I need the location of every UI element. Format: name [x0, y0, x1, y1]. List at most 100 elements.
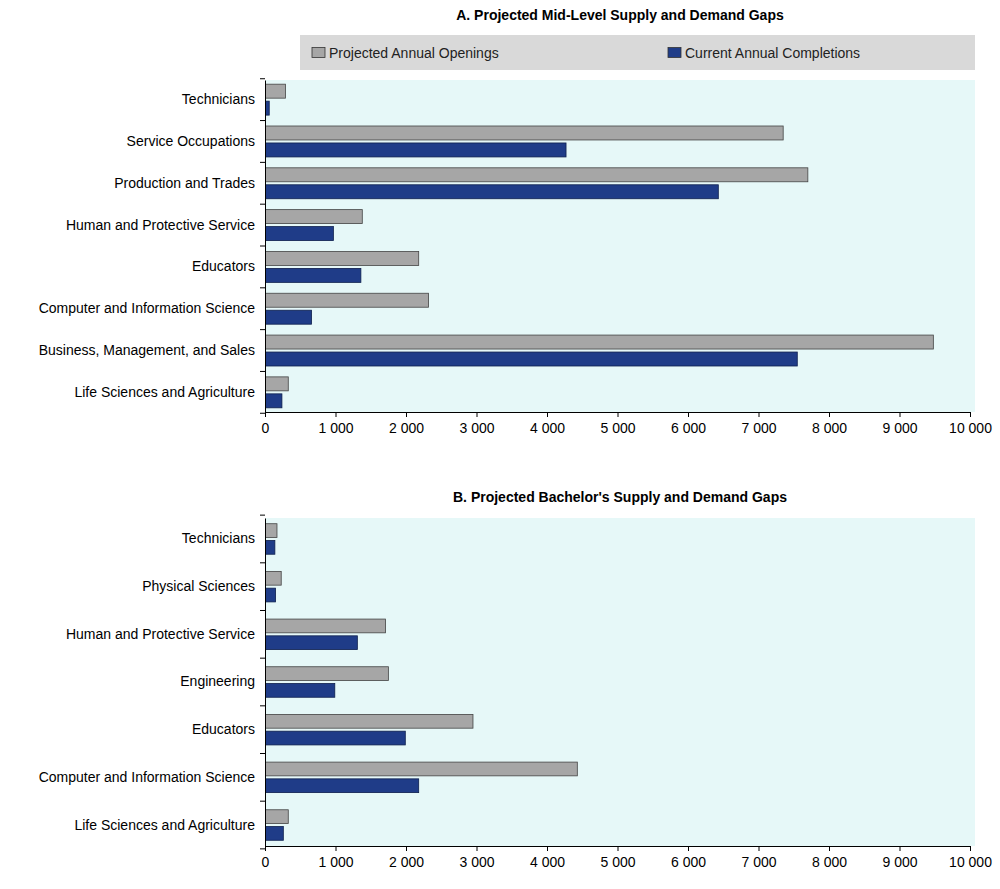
x-tick-mark — [547, 412, 548, 417]
x-tick-mark — [970, 412, 971, 417]
bar — [265, 827, 283, 841]
chart-title: A. Projected Mid-Level Supply and Demand… — [456, 7, 784, 23]
x-tick-mark — [970, 846, 971, 851]
x-tick: 9 000 — [882, 412, 917, 436]
bar — [265, 185, 718, 199]
x-tick-label: 6 000 — [671, 854, 706, 870]
bar — [265, 251, 419, 265]
category-separator — [260, 848, 265, 849]
legend: Projected Annual Openings Current Annual … — [300, 35, 975, 70]
x-tick: 5 000 — [600, 846, 635, 870]
x-tick-label: 5 000 — [600, 854, 635, 870]
bar — [265, 310, 312, 324]
x-tick-label: 3 000 — [459, 854, 494, 870]
x-tick-mark — [547, 846, 548, 851]
category-separator — [260, 78, 265, 79]
category-separator — [260, 658, 265, 659]
bar — [265, 84, 285, 98]
y-tick-label: Human and Protective Service — [66, 217, 255, 233]
x-tick-label: 10 000 — [949, 420, 992, 436]
x-tick-label: 9 000 — [882, 854, 917, 870]
chart-title: B. Projected Bachelor's Supply and Deman… — [453, 489, 787, 505]
bar — [265, 636, 357, 650]
bar — [265, 268, 361, 282]
category-separator — [260, 329, 265, 330]
x-tick-label: 9 000 — [882, 420, 917, 436]
x-tick-mark — [477, 846, 478, 851]
x-tick-mark — [900, 412, 901, 417]
y-tick-label: Human and Protective Service — [66, 626, 255, 642]
bar — [265, 667, 388, 681]
panel: A. Projected Mid-Level Supply and Demand… — [39, 7, 992, 436]
x-tick-mark — [829, 846, 830, 851]
x-tick: 8 000 — [812, 412, 847, 436]
bar — [265, 684, 335, 698]
x-tick-mark — [759, 412, 760, 417]
x-tick: 1 000 — [318, 412, 353, 436]
y-tick-label: Life Sciences and Agriculture — [74, 817, 255, 833]
bar — [265, 227, 333, 241]
category-separator — [260, 120, 265, 121]
category-separator — [260, 753, 265, 754]
bar — [265, 335, 933, 349]
legend-label: Projected Annual Openings — [329, 45, 499, 61]
x-axis: 01 0002 0003 0004 0005 0006 0007 0008 00… — [262, 846, 993, 870]
bar — [265, 714, 473, 728]
y-tick: Physical Sciences — [142, 578, 255, 594]
x-tick: 4 000 — [530, 412, 565, 436]
y-tick-label: Computer and Information Science — [39, 769, 256, 785]
x-tick: 2 000 — [389, 846, 424, 870]
x-tick-label: 7 000 — [741, 854, 776, 870]
legend-swatch — [668, 48, 681, 58]
x-tick: 8 000 — [812, 846, 847, 870]
bar — [265, 571, 281, 585]
legend-swatch — [312, 48, 325, 58]
x-tick: 2 000 — [389, 412, 424, 436]
x-tick: 3 000 — [459, 412, 494, 436]
y-tick: Life Sciences and Agriculture — [74, 384, 255, 400]
bar — [265, 779, 419, 793]
category-separator — [260, 246, 265, 247]
y-tick: Business, Management, and Sales — [39, 342, 255, 358]
y-tick: Computer and Information Science — [39, 300, 256, 316]
y-tick-label: Production and Trades — [114, 175, 255, 191]
bar — [265, 126, 783, 140]
bar — [265, 394, 282, 408]
x-tick: 5 000 — [600, 412, 635, 436]
y-tick-label: Computer and Information Science — [39, 300, 256, 316]
x-tick-mark — [900, 846, 901, 851]
bar — [265, 143, 566, 157]
bar — [265, 293, 429, 307]
bars — [265, 524, 577, 841]
y-tick-label: Educators — [192, 721, 255, 737]
x-tick-label: 2 000 — [389, 420, 424, 436]
x-tick-mark — [265, 412, 266, 417]
x-tick-mark — [336, 412, 337, 417]
y-tick-label: Physical Sciences — [142, 578, 255, 594]
bar — [265, 619, 386, 633]
bar — [265, 210, 362, 224]
bar — [265, 352, 797, 366]
x-tick-label: 7 000 — [741, 420, 776, 436]
x-tick: 1 000 — [318, 846, 353, 870]
y-axis: Technicians Physical Sciences Human and Pr… — [39, 519, 266, 847]
y-axis: TechniciansService OccupationsProduction… — [39, 81, 266, 413]
y-tick: Computer and Information Science — [39, 769, 256, 785]
x-tick-mark — [759, 846, 760, 851]
x-tick: 7 000 — [741, 846, 776, 870]
y-tick: Human and Protective Service — [66, 217, 255, 233]
x-tick-label: 5 000 — [600, 420, 635, 436]
legend-label: Current Annual Completions — [685, 45, 860, 61]
category-separator — [260, 204, 265, 205]
bar — [265, 377, 288, 391]
bar — [265, 540, 275, 554]
x-tick-label: 2 000 — [389, 854, 424, 870]
panel: B. Projected Bachelor's Supply and Deman… — [39, 489, 992, 870]
y-tick: Educators — [192, 258, 255, 274]
bar — [265, 762, 577, 776]
x-tick: 6 000 — [671, 412, 706, 436]
y-tick-label: Technicians — [182, 530, 255, 546]
bar — [265, 731, 405, 745]
y-tick-label: Life Sciences and Agriculture — [74, 384, 255, 400]
bar-series — [265, 540, 419, 840]
